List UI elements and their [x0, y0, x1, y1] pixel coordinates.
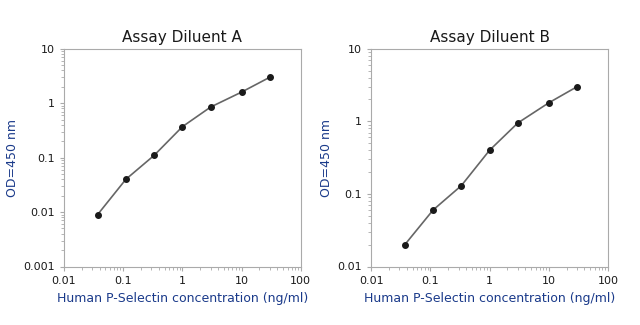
Y-axis label: OD=450 nm: OD=450 nm	[321, 119, 333, 197]
X-axis label: Human P-Selectin concentration (ng/ml): Human P-Selectin concentration (ng/ml)	[57, 292, 308, 306]
Y-axis label: OD=450 nm: OD=450 nm	[6, 119, 19, 197]
Title: Assay Diluent A: Assay Diluent A	[122, 30, 243, 45]
X-axis label: Human P-Selectin concentration (ng/ml): Human P-Selectin concentration (ng/ml)	[364, 292, 615, 306]
Title: Assay Diluent B: Assay Diluent B	[429, 30, 550, 45]
